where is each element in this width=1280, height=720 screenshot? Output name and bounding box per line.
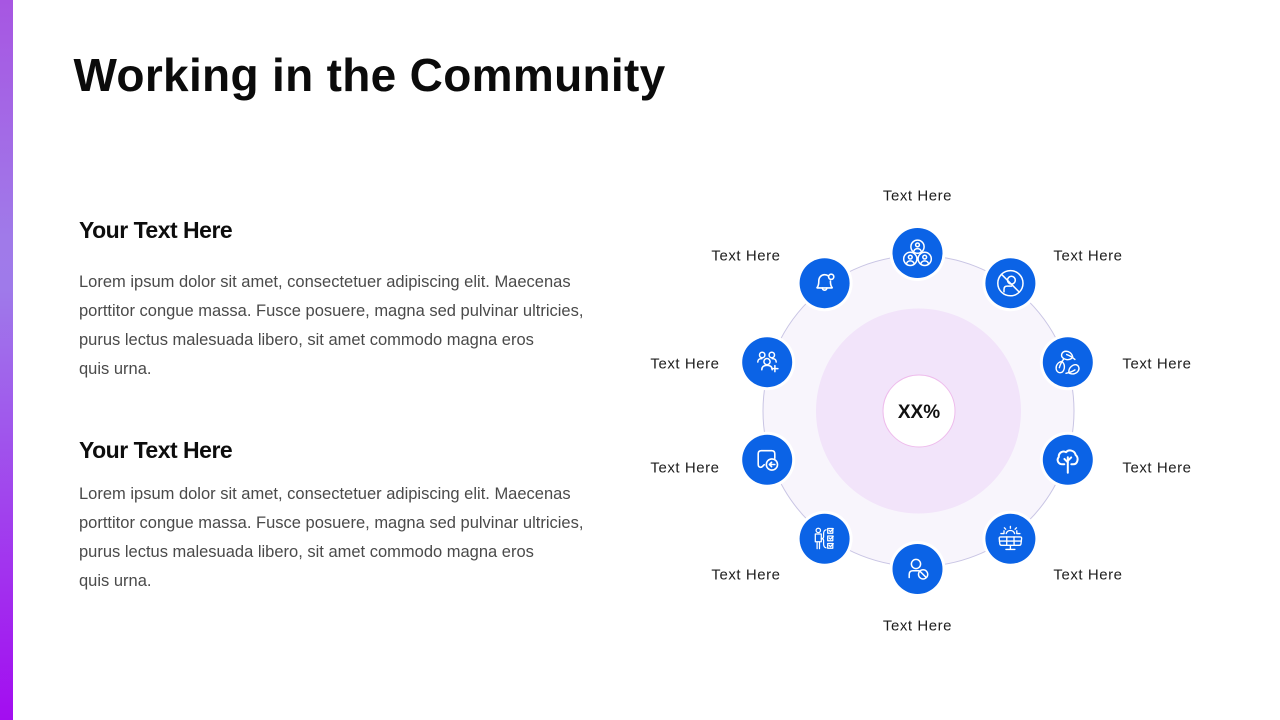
svg-text:Text Here: Text Here	[650, 356, 719, 373]
svg-text:Text Here: Text Here	[650, 460, 719, 477]
svg-text:Text Here: Text Here	[883, 618, 952, 635]
svg-text:Text Here: Text Here	[883, 188, 952, 205]
svg-text:Text Here: Text Here	[1053, 567, 1122, 584]
svg-text:Text Here: Text Here	[1053, 248, 1122, 265]
svg-text:XX%: XX%	[898, 402, 940, 423]
svg-text:Text Here: Text Here	[711, 567, 780, 584]
svg-text:Text Here: Text Here	[1122, 460, 1191, 477]
svg-text:Text Here: Text Here	[711, 248, 780, 265]
svg-text:Text Here: Text Here	[1122, 356, 1191, 373]
